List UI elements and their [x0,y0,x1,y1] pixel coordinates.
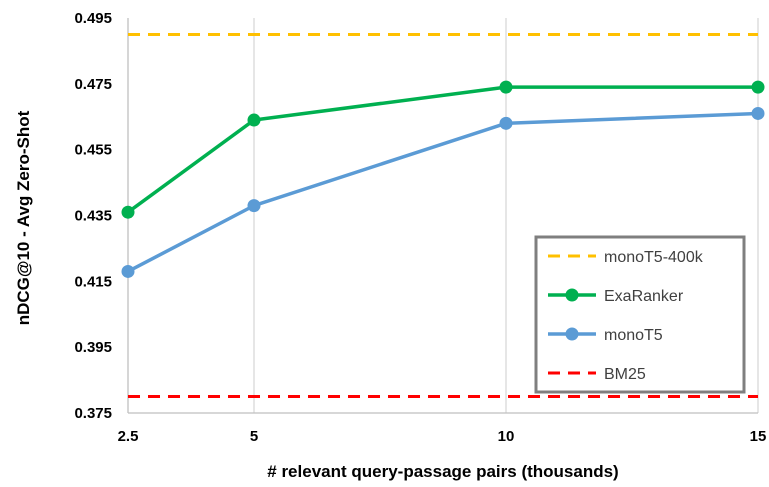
legend-item-exaranker: ExaRanker [548,288,684,305]
legend-item-monot5-400k: monoT5-400k [548,249,704,266]
y-tick-label: 0.375 [74,405,112,422]
legend-label-monot5: monoT5 [604,327,663,344]
series-line-monot5 [127,111,759,274]
data-point-exaranker [751,80,765,94]
series-line-exaranker [126,85,758,214]
legend: monoT5-400k ExaRanker monoT5 BM25 [534,235,746,394]
legend-marker-exaranker [565,288,579,302]
y-tick-label: 0.415 [74,273,112,290]
x-tick-label: 2.5 [118,428,139,445]
y-axis-title: nDCG@10 - Avg Zero-Shot [14,110,33,325]
data-point-monot5 [121,264,135,278]
x-tick-label: 5 [250,428,258,445]
legend-item-monot5: monoT5 [548,327,663,344]
y-tick-label: 0.435 [74,208,112,225]
y-tick-label: 0.395 [74,339,112,356]
x-tick-label: 10 [498,428,515,445]
series-group [121,32,765,399]
data-point-monot5 [751,106,765,120]
data-point-monot5 [499,116,513,130]
y-tick-label: 0.495 [74,10,112,27]
legend-box [534,235,746,394]
y-tick-label: 0.455 [74,142,112,159]
x-axis-title: # relevant query-passage pairs (thousand… [267,462,618,481]
series-monot5 [121,106,765,278]
x-tick-label: 15 [750,428,767,445]
y-tick-label: 0.475 [74,76,112,93]
legend-label-monot5-400k: monoT5-400k [604,249,704,266]
legend-item-bm25: BM25 [548,366,646,383]
data-point-monot5 [247,199,261,213]
data-point-exaranker [247,113,261,127]
series-exaranker [121,80,765,219]
data-point-exaranker [121,205,135,219]
legend-label-bm25: BM25 [604,366,646,383]
legend-label-exaranker: ExaRanker [604,288,684,305]
legend-marker-monot5 [565,327,579,341]
data-point-exaranker [499,80,513,94]
tick-labels: 0.375 0.395 0.415 0.435 0.455 0.475 0.495 2.5 5 1… [74,10,766,445]
